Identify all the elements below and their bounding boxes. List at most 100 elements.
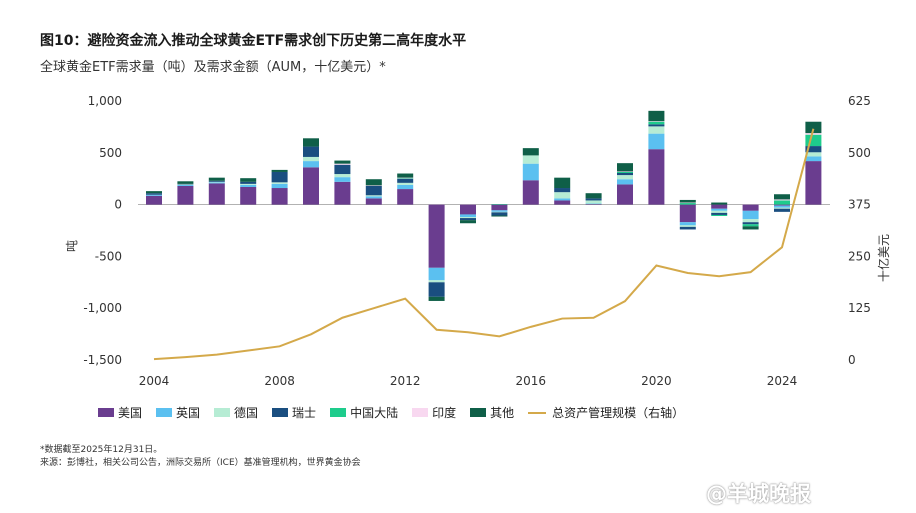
- bar-segment: [428, 267, 445, 281]
- legend-label: 瑞士: [292, 406, 317, 420]
- bar-segment: [648, 121, 665, 122]
- bar-segment: [522, 163, 539, 181]
- legend-label: 中国大陆: [350, 406, 399, 420]
- bar-segment: [648, 110, 665, 122]
- bar-segment: [303, 138, 319, 147]
- x-tick-label: 2008: [264, 374, 295, 388]
- bar-segment: [805, 152, 822, 157]
- bar-segment: [460, 218, 476, 221]
- bar-segment: [774, 199, 790, 201]
- legend-swatch: [272, 408, 289, 417]
- y-tick-label: 0: [114, 198, 122, 212]
- bar-segment: [617, 179, 633, 185]
- bar-segment: [679, 225, 696, 227]
- chart-subtitle: 全球黄金ETF需求量（吨）及需求金额（AUM，十亿美元）*: [40, 60, 386, 75]
- bar-segment: [397, 177, 414, 179]
- bar-segment: [554, 200, 571, 205]
- bar-segment: [240, 178, 257, 182]
- bar-segment: [554, 188, 571, 193]
- bar-segment: [774, 194, 790, 200]
- bar-segment: [648, 121, 665, 125]
- bar-segment: [491, 212, 508, 216]
- legend-label: 印度: [432, 406, 457, 420]
- bar-segment: [271, 171, 288, 183]
- bar-segment: [648, 149, 665, 205]
- bar-segment: [617, 175, 633, 180]
- bar-segment: [711, 204, 728, 209]
- bar-segment: [397, 173, 414, 178]
- chart-svg: 1,000 500 0 -500 -1,000 -1,500 625 500 375 250 125…: [65, 94, 891, 388]
- legend-swatch: [330, 408, 347, 417]
- bar-segment: [240, 183, 257, 185]
- y2-tick-label: 375: [848, 198, 871, 212]
- bar-segment: [554, 198, 571, 201]
- legend-item: 德国: [214, 404, 258, 421]
- bar-segment: [334, 174, 351, 178]
- bar-segment: [617, 184, 633, 205]
- y2-tick-label: 250: [848, 249, 871, 263]
- bar-segment: [177, 181, 194, 184]
- bar-segment: [271, 169, 288, 172]
- watermark: @羊城晚报: [706, 482, 811, 506]
- bar-segment: [240, 184, 257, 187]
- legend-label: 其他: [490, 406, 515, 420]
- y-tick-label: -500: [95, 249, 122, 263]
- bar-segment: [397, 184, 414, 190]
- bar-segment: [679, 222, 696, 226]
- y-axis-label: 吨: [65, 240, 79, 252]
- note-date: *数据截至2025年12月31日。: [40, 445, 163, 455]
- bar-segment: [334, 160, 351, 164]
- legend-line-swatch: [528, 411, 547, 414]
- bar-segment: [177, 184, 194, 186]
- bar-segment: [146, 191, 162, 194]
- bar-segment: [742, 204, 759, 211]
- bar-segment: [365, 185, 382, 196]
- legend-swatch: [214, 408, 231, 417]
- bar-segment: [365, 198, 382, 205]
- bar-segment: [491, 210, 508, 212]
- bar-segment: [334, 181, 351, 205]
- bar-segment: [774, 204, 790, 206]
- x-tick-label: 2016: [516, 374, 547, 388]
- legend-label: 总资产管理规模（右轴）: [552, 406, 685, 420]
- legend-item: 瑞士: [272, 404, 316, 421]
- x-tick-label: 2004: [139, 374, 170, 388]
- bar-segment: [805, 156, 822, 162]
- bar-segment: [271, 182, 288, 184]
- y2-tick-label: 625: [848, 94, 871, 108]
- bar-segment: [428, 282, 445, 297]
- y2-axis-label: 十亿美元: [876, 234, 891, 282]
- bar-segment: [617, 171, 633, 174]
- y-tick-label: 1,000: [88, 94, 122, 108]
- bar-segment: [679, 204, 696, 223]
- legend-swatch: [470, 408, 487, 417]
- bar-segment: [397, 178, 414, 183]
- y-tick-label: -1,500: [83, 353, 122, 367]
- bar-segment: [177, 185, 194, 205]
- bar-segment: [428, 296, 445, 301]
- bar-segment: [428, 280, 445, 283]
- chart-notes: *数据截至2025年12月31日。 来源：彭博社，相关公司公告，洲际交易所（IC…: [40, 444, 361, 470]
- note-source: 来源：彭博社，相关公司公告，洲际交易所（ICE）基准管理机构，世界黄金协会: [40, 458, 361, 468]
- bar-segment: [365, 195, 382, 197]
- chart-legend: 美国 英国 德国 瑞士 中国大陆 印度 其他 总资产管理规模（右轴）: [98, 404, 684, 421]
- bar-segment: [303, 156, 319, 162]
- bar-segment: [208, 180, 225, 182]
- bar-segment: [617, 163, 633, 172]
- bar-segment: [805, 161, 822, 205]
- legend-item: 印度: [412, 404, 456, 421]
- bar-segment: [742, 219, 759, 223]
- bar-segment: [491, 204, 508, 205]
- bar-segment: [617, 171, 633, 172]
- bar-segment: [805, 146, 822, 153]
- bar-segment: [585, 204, 602, 205]
- y-tick-label: -1,000: [83, 301, 122, 315]
- bar-segment: [805, 121, 822, 134]
- bar-segment: [742, 222, 759, 225]
- bar-segment: [177, 184, 194, 185]
- bar-segment: [334, 164, 351, 175]
- chart-title: 图10：避险资金流入推动全球黄金ETF需求创下历史第二高年度水平: [40, 33, 467, 49]
- bar-segment: [240, 181, 257, 184]
- bar-segment: [648, 133, 665, 150]
- bar-segment: [240, 186, 257, 205]
